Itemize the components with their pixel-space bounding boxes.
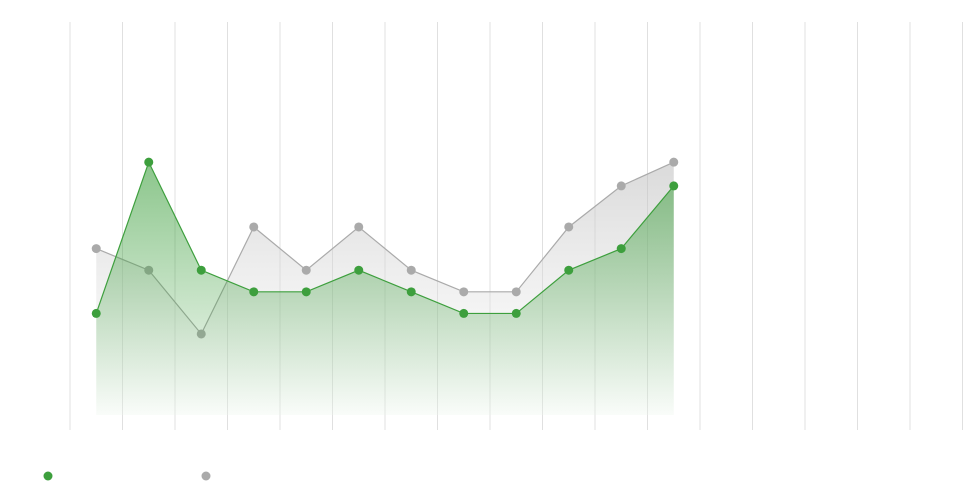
point [301,265,311,275]
point [616,181,626,191]
point [511,287,521,297]
point [144,157,154,167]
line [95,160,675,315]
point [459,287,469,297]
point [459,308,469,318]
point [616,244,626,254]
point [196,265,206,275]
area [96,162,674,415]
point [249,222,259,232]
point [669,181,679,191]
point [91,244,101,254]
point [354,222,364,232]
point [354,265,364,275]
point [564,222,574,232]
point [249,287,259,297]
point [406,287,416,297]
point [91,308,101,318]
point [669,157,679,167]
point [301,287,311,297]
legend-marker [201,471,211,481]
legend-marker [43,471,53,481]
point [564,265,574,275]
point [511,308,521,318]
point [406,265,416,275]
